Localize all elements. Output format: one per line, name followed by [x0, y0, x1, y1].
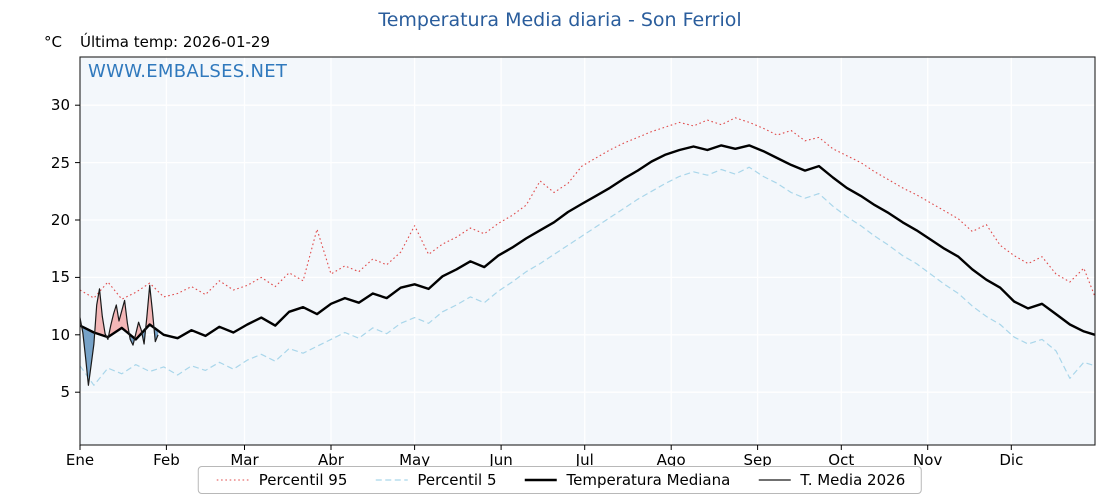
y-tick-label: 25 [50, 153, 70, 172]
x-tick-label: Mar [230, 451, 259, 469]
last-temp-label: Última temp: 2026-01-29 [80, 33, 271, 51]
y-tick-label: 5 [60, 383, 70, 402]
legend-item-percentil-95: Percentil 95 [215, 471, 348, 489]
y-tick-label: 20 [50, 211, 70, 229]
series-percentil-5-line [79, 166, 1096, 386]
legend-label: Percentil 5 [417, 471, 497, 489]
x-tick-label: Oct [828, 451, 855, 469]
legend-line-mediana-icon [524, 478, 557, 482]
legend-item-percentil-5: Percentil 5 [373, 471, 496, 489]
y-tick-label: 15 [50, 268, 70, 287]
x-tick-label: Feb [153, 451, 180, 469]
x-tick-label: May [399, 451, 431, 469]
x-tick-label: Ago [656, 451, 686, 469]
x-tick-label: Sep [743, 451, 772, 469]
legend-label: T. Media 2026 [800, 471, 906, 489]
x-tick-label: Ene [65, 451, 95, 469]
legend: Percentil 95 Percentil 5 Temperatura Med… [197, 466, 923, 494]
legend-item-t-media-2026: T. Media 2026 [756, 471, 905, 489]
legend-item-mediana: Temperatura Mediana [522, 471, 730, 489]
x-tick-label: Abr [317, 451, 344, 469]
series-temperatura-mediana-line [79, 144, 1096, 341]
x-tick-label: Jul [575, 451, 594, 469]
page-title: Temperatura Media diaria - Son Ferriol [378, 9, 742, 31]
series-t-media-2026-line [79, 284, 159, 386]
x-tick-label: Nov [913, 451, 943, 469]
watermark: WWW.EMBALSES.NET [88, 61, 288, 82]
plot-background [80, 57, 1095, 445]
legend-line-t-media-2026-icon [758, 479, 791, 481]
legend-label: Percentil 95 [258, 471, 348, 489]
series-percentil-95-line [79, 117, 1096, 300]
x-tick-label: Jun [489, 451, 513, 469]
x-tick-label: Dic [999, 451, 1024, 469]
y-axis-unit-label: °C [44, 33, 62, 51]
axes-box [79, 56, 1096, 446]
y-tick-label: 10 [50, 325, 70, 344]
fill-below-median [81, 326, 159, 386]
legend-label: Temperatura Mediana [566, 471, 731, 489]
y-tick-label: 30 [50, 96, 70, 115]
legend-line-percentil-95-icon [216, 479, 249, 481]
legend-line-percentil-5-icon [375, 479, 408, 481]
